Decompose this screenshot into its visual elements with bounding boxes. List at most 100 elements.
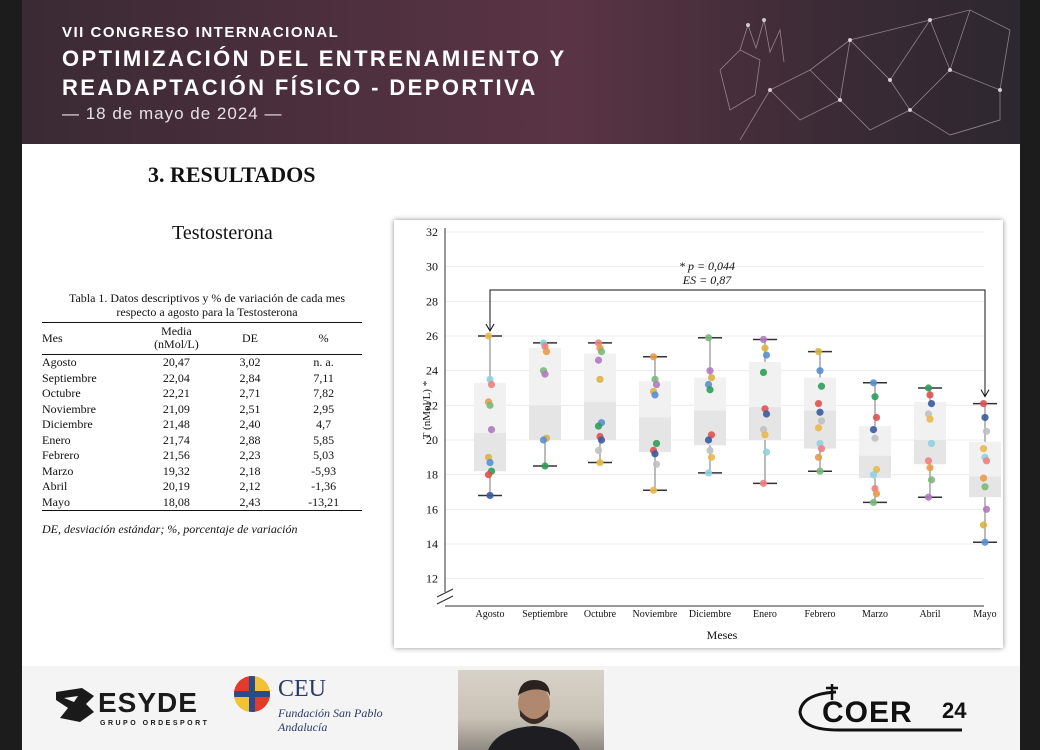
- y-tick-label: 12: [426, 572, 438, 586]
- data-point: [926, 391, 934, 399]
- cell-media: 21,74: [162, 432, 190, 447]
- y-tick-labels: 12 14 16 18 20 22 24 26 28 30 32: [426, 225, 438, 586]
- esyde-logo: ESYDE GRUPO ORDESPORT: [56, 687, 207, 727]
- cell-mes: Agosto: [42, 355, 77, 369]
- data-point: [981, 538, 989, 546]
- table-body: Agosto 20,47 3,02 n. a. Septiembre 22,04 2,84…: [42, 355, 362, 511]
- data-point: [596, 458, 604, 467]
- data-point: [924, 384, 933, 392]
- cell-pct: -1,36: [311, 479, 337, 493]
- data-point: [704, 436, 713, 444]
- table-row: Septiembre 22,04 2,84 7,11: [42, 371, 362, 387]
- coer-name: COER: [822, 696, 913, 729]
- data-point: [816, 408, 824, 416]
- data-point: [869, 426, 878, 434]
- banner-edition: VII CONGRESO INTERNACIONAL: [62, 24, 340, 41]
- data-point: [871, 393, 879, 401]
- table-row: Agosto 20,47 3,02 n. a.: [42, 355, 362, 371]
- ceu-emblem-icon: [234, 676, 270, 712]
- bracket-line: [489, 289, 986, 396]
- banner-title-line2: READAPTACIÓN FÍSICO - DEPORTIVA: [62, 75, 538, 100]
- x-tick-label: Marzo: [862, 609, 888, 620]
- ceu-subtitle-2: Andalucía: [278, 720, 328, 734]
- table-caption-line1: Tabla 1. Datos descriptivos y % de varia…: [68, 291, 346, 305]
- esyde-emblem-icon: [56, 688, 94, 722]
- data-point: [652, 380, 661, 389]
- cell-mes: Diciembre: [42, 417, 93, 431]
- x-tick-labels: Agosto Septiembre Octubre Noviembre Diciembr…: [476, 609, 997, 620]
- cell-pct: 4,7: [316, 417, 332, 431]
- table-caption-line2: respecto a agosto para la Testosterona: [116, 305, 298, 319]
- data-point: [652, 439, 661, 448]
- data-point: [981, 413, 989, 422]
- congress-banner: VII CONGRESO INTERNACIONAL OPTIMIZACIÓN …: [22, 0, 1020, 144]
- box-upper-half: [749, 362, 781, 408]
- cell-media: 21,56: [162, 448, 190, 462]
- data-point: [979, 521, 988, 529]
- data-point: [926, 464, 934, 472]
- cell-de: 3,02: [239, 355, 261, 369]
- box-lower-half: [529, 405, 561, 440]
- data-point: [707, 431, 716, 439]
- table-row: Enero 21,74 2,88 5,85: [42, 433, 362, 449]
- data-point: [982, 505, 991, 513]
- axes: [436, 228, 984, 607]
- cell-media: 21,48: [162, 417, 190, 431]
- y-tick-label: 16: [426, 502, 438, 516]
- bracket-arrow-right: [980, 389, 990, 398]
- data-point: [541, 370, 549, 378]
- data-point: [816, 467, 824, 475]
- data-point: [707, 374, 716, 382]
- data-point: [817, 382, 826, 390]
- data-point: [706, 367, 714, 375]
- data-point: [487, 380, 496, 389]
- cell-mes: Enero: [42, 432, 71, 447]
- cell-media: 20,19: [162, 479, 190, 493]
- box-lower-half: [639, 417, 671, 453]
- annotation-p-value: * p = 0,044: [679, 259, 735, 273]
- cell-de: 2,12: [239, 479, 261, 493]
- data-point: [814, 348, 823, 356]
- data-point: [814, 424, 823, 432]
- y-tick-label: 14: [426, 537, 438, 551]
- x-tick-label: Noviembre: [633, 609, 679, 620]
- y-tick-label: 20: [426, 433, 438, 447]
- screen-border-left: [0, 0, 22, 750]
- coer24-logo: COER 24: [798, 684, 967, 732]
- x-tick-label: Agosto: [476, 609, 505, 620]
- cell-pct: 7,11: [313, 370, 334, 385]
- slide-subheading: Testosterona: [172, 222, 273, 244]
- data-points: [484, 332, 991, 546]
- slide-heading: 3. RESULTADOS: [148, 162, 316, 187]
- data-point: [651, 450, 659, 458]
- data-point: [487, 426, 496, 434]
- boxplot-chart-card: 12 14 16 18 20 22 24 26 28 30 32 Agosto Septiembre O…: [394, 220, 1003, 648]
- cell-media: 19,32: [162, 463, 190, 478]
- cell-media: 22,21: [162, 386, 190, 400]
- data-point: [871, 434, 879, 442]
- data-point: [594, 446, 603, 454]
- cell-mes: Octubre: [42, 386, 81, 400]
- cell-mes: Marzo: [42, 463, 74, 478]
- cell-de: 2,43: [214, 494, 286, 511]
- col-de: DE: [214, 322, 286, 355]
- col-mes: Mes: [42, 322, 138, 355]
- data-point: [484, 471, 493, 479]
- cell-pct: -5,93: [311, 463, 337, 478]
- x-tick-label: Octubre: [584, 609, 617, 620]
- banner-date: — 18 de mayo de 2024 —: [62, 104, 283, 123]
- col-media-unit: (nMol/L): [154, 337, 199, 351]
- cell-pct: 2,95: [313, 401, 335, 416]
- sponsor-footer: ESYDE GRUPO ORDESPORT CEU Fundación San …: [22, 666, 1020, 750]
- table-row: Marzo 19,32 2,18 -5,93: [42, 464, 362, 480]
- y-tick-label: 28: [426, 294, 438, 308]
- data-point: [541, 462, 549, 470]
- data-point: [652, 460, 661, 468]
- x-tick-label: Enero: [753, 609, 777, 620]
- col-media-label: Media: [161, 324, 192, 338]
- speaker-video-feed[interactable]: [458, 670, 604, 750]
- data-point: [706, 446, 714, 454]
- data-point: [704, 469, 713, 477]
- data-point: [759, 335, 768, 344]
- cell-pct: -13,21: [285, 494, 362, 511]
